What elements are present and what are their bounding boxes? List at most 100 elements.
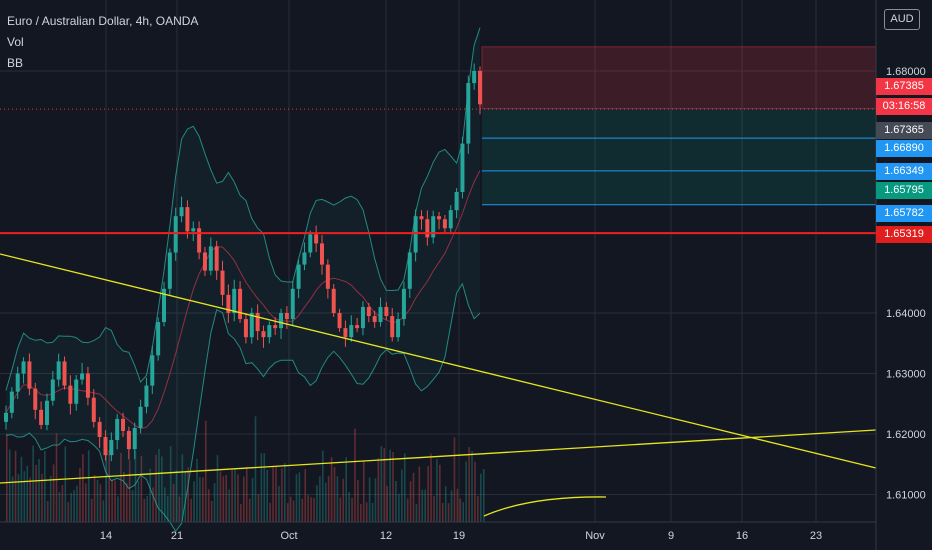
volume-bar [275, 466, 277, 522]
volume-bar [55, 433, 58, 522]
volume-bar [216, 455, 219, 522]
volume-bar [398, 493, 400, 522]
candle-body [472, 71, 477, 84]
candle-body [448, 210, 453, 229]
candle-body [74, 379, 79, 404]
volume-bar [304, 469, 307, 522]
vol-indicator-label[interactable]: Vol [7, 35, 24, 49]
volume-bar [231, 469, 233, 522]
candle-body [431, 216, 436, 238]
legend: Euro / Australian Dollar, 4h, OANDA Vol … [7, 11, 198, 74]
volume-bar [123, 471, 125, 522]
candle-body [320, 243, 324, 265]
stop-loss-zone [481, 46, 877, 110]
bb-indicator-label[interactable]: BB [7, 56, 24, 70]
bb-upper [5, 27, 481, 391]
candle-body [360, 306, 365, 329]
volume-bar [368, 477, 371, 522]
projection-curve [483, 496, 607, 517]
volume-bar [430, 453, 432, 522]
candle-body [437, 216, 442, 220]
volume-bar [377, 458, 380, 522]
candle-body [238, 288, 243, 320]
volume-bar [286, 503, 289, 522]
volume-bar [389, 449, 391, 522]
volume-bar [392, 451, 394, 522]
price-badge: 03:16:58 [876, 98, 932, 115]
x-tick-label: 21 [171, 530, 183, 542]
volume-bar [58, 491, 61, 522]
volume-bar [38, 458, 40, 522]
x-tick-label: 14 [100, 530, 112, 542]
candle-body [179, 207, 184, 217]
volume-bar [222, 476, 225, 522]
volume-bar [319, 476, 321, 522]
bb-lower [5, 282, 481, 533]
volume-bar [307, 495, 309, 522]
volume-bar [29, 477, 32, 522]
volume-bar [351, 497, 353, 522]
volume-bar [207, 489, 210, 522]
candle-body [97, 421, 102, 438]
volume-bar [17, 474, 20, 522]
candle-body [396, 319, 401, 338]
y-tick-label: 1.61000 [886, 490, 926, 502]
volume-bar [459, 498, 462, 522]
volume-bar [105, 446, 108, 522]
volume-bar [418, 466, 421, 522]
volume-bar [70, 492, 72, 522]
volume-bar [272, 467, 274, 522]
candle-body [308, 234, 313, 253]
volume-bar [403, 453, 406, 522]
candle-body [56, 361, 61, 380]
volume-bar [324, 482, 327, 522]
candle-body [27, 361, 32, 389]
volume-bar [90, 498, 93, 522]
position-tool [0, 46, 877, 206]
candle-body [103, 437, 108, 456]
price-badge: 1.67385 [876, 78, 932, 95]
candle-body [349, 325, 354, 338]
candle-body [115, 418, 120, 441]
candle-body [390, 316, 395, 338]
volume-bar [310, 497, 312, 522]
volume-bar [383, 448, 386, 522]
volume-bar [32, 445, 34, 522]
candle-body [267, 325, 272, 338]
currency-button[interactable]: AUD [884, 9, 920, 30]
volume-bar [345, 457, 348, 522]
volume-bar [462, 502, 465, 522]
volume-bar [354, 428, 356, 522]
volume-bar [436, 459, 438, 522]
volume-bar [348, 491, 350, 522]
candle-body [162, 288, 166, 323]
candle-body [331, 288, 336, 313]
volume-bar [301, 498, 304, 522]
volume-bar [278, 486, 280, 522]
volume-bar [421, 489, 424, 522]
volume-bar [480, 473, 482, 522]
volume-bar [199, 477, 201, 522]
candle-body [372, 316, 377, 323]
volume-bar [120, 452, 122, 522]
candle-body [302, 252, 307, 265]
symbol-title[interactable]: Euro / Australian Dollar, 4h, OANDA [7, 14, 199, 28]
take-profit-zone [482, 108, 876, 205]
volume-bar [181, 454, 184, 522]
candle-body [80, 373, 85, 380]
x-tick-label: Nov [585, 530, 605, 542]
candle-body [325, 264, 330, 289]
candle-body [220, 270, 225, 295]
candle-body [226, 294, 231, 313]
volume-bar [64, 446, 67, 522]
candle-body [138, 406, 143, 428]
candle-body [197, 228, 202, 253]
volume-bar [365, 502, 368, 522]
candle-body [243, 319, 248, 338]
volume-bar [152, 487, 154, 522]
candle-body [144, 385, 149, 407]
candle-body [478, 71, 482, 105]
volume-bar [23, 471, 26, 522]
candle-body [337, 313, 342, 329]
